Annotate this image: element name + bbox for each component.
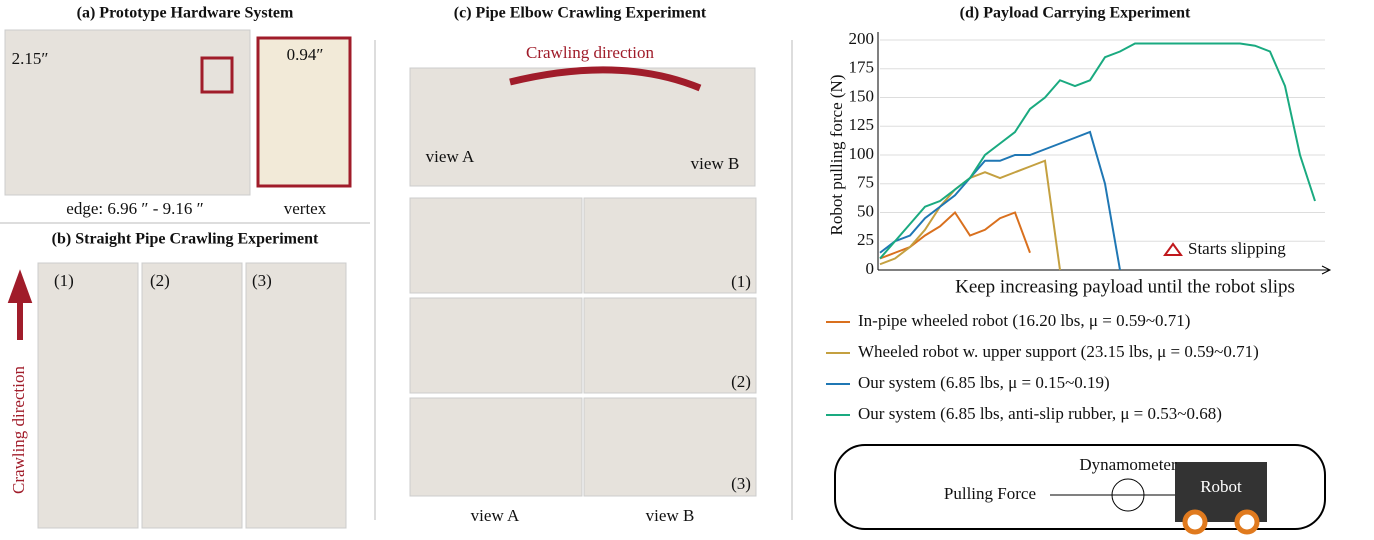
panel-title: (c) Pipe Elbow Crawling Experiment bbox=[454, 5, 707, 22]
chart-title: (d) Payload Carrying Experiment bbox=[960, 5, 1191, 22]
direction-label: Crawling direction bbox=[9, 366, 28, 494]
photo bbox=[410, 198, 582, 293]
step-label: (2) bbox=[731, 372, 751, 391]
photo bbox=[38, 263, 138, 528]
y-tick-label: 175 bbox=[849, 58, 875, 77]
dimension: 2.15″ bbox=[12, 49, 49, 68]
step-label: (3) bbox=[252, 271, 272, 290]
wheel bbox=[1185, 512, 1205, 532]
step-label: (2) bbox=[150, 271, 170, 290]
x-axis-label: Keep increasing payload until the robot … bbox=[955, 276, 1295, 297]
step-label: (1) bbox=[731, 272, 751, 291]
photo bbox=[410, 298, 582, 393]
legend-label: Our system (6.85 lbs, μ = 0.15~0.19) bbox=[858, 373, 1110, 392]
wheel bbox=[1237, 512, 1257, 532]
y-axis-label: Robot pulling force (N) bbox=[827, 75, 846, 236]
dynamometer-label: Dynamometer bbox=[1079, 455, 1177, 474]
series-line bbox=[880, 132, 1120, 270]
caption: view A bbox=[471, 506, 520, 525]
step-label: (1) bbox=[54, 271, 74, 290]
y-tick-label: 200 bbox=[849, 29, 875, 48]
y-tick-label: 75 bbox=[857, 173, 874, 192]
y-tick-label: 50 bbox=[857, 201, 874, 220]
y-tick-label: 150 bbox=[849, 86, 875, 105]
legend-label: Wheeled robot w. upper support (23.15 lb… bbox=[858, 342, 1259, 361]
robot-label: Robot bbox=[1200, 477, 1242, 496]
legend-label: Starts slipping bbox=[1188, 239, 1286, 258]
caption: view B bbox=[646, 506, 695, 525]
legend-label: Our system (6.85 lbs, anti-slip rubber, … bbox=[858, 404, 1222, 423]
caption: vertex bbox=[284, 199, 327, 218]
figure: (a) Prototype Hardware System 2.15″ 0.94… bbox=[0, 0, 1374, 535]
force-label: Pulling Force bbox=[944, 484, 1036, 503]
direction-label: Crawling direction bbox=[526, 43, 654, 62]
legend-marker bbox=[1165, 244, 1181, 255]
caption: edge: 6.96 ″ - 9.16 ″ bbox=[66, 199, 203, 218]
dimension: 0.94″ bbox=[287, 45, 324, 64]
photo bbox=[142, 263, 242, 528]
photo bbox=[246, 263, 346, 528]
view-label: view B bbox=[691, 154, 740, 173]
x-axis bbox=[878, 266, 1330, 274]
view-label: view A bbox=[426, 147, 475, 166]
panel-title: (b) Straight Pipe Crawling Experiment bbox=[52, 231, 319, 248]
y-tick-label: 125 bbox=[849, 115, 875, 134]
photo bbox=[410, 398, 582, 496]
y-tick-label: 0 bbox=[866, 259, 875, 278]
series-line bbox=[880, 43, 1315, 258]
panel-title: (a) Prototype Hardware System bbox=[77, 5, 294, 22]
arrow bbox=[12, 278, 28, 340]
y-tick-label: 25 bbox=[857, 230, 874, 249]
y-tick-label: 100 bbox=[849, 144, 875, 163]
step-label: (3) bbox=[731, 474, 751, 493]
legend-label: In-pipe wheeled robot (16.20 lbs, μ = 0.… bbox=[858, 311, 1190, 330]
